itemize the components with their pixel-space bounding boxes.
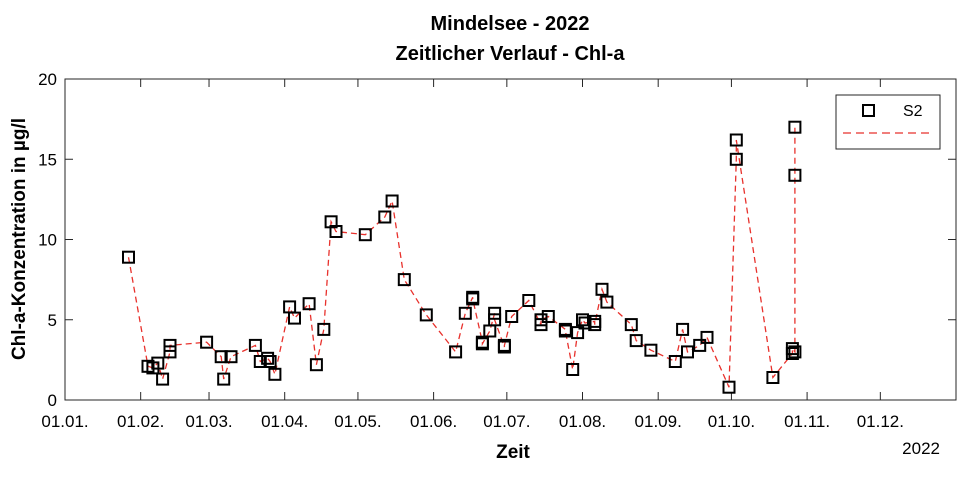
- legend-box: [835, 94, 941, 150]
- data-point: [578, 316, 592, 330]
- legend: S2: [835, 94, 941, 150]
- data-point: [497, 338, 511, 352]
- x-tick-label: 01.08.: [559, 412, 606, 431]
- data-point: [156, 372, 170, 386]
- data-point: [268, 367, 282, 381]
- data-point: [309, 358, 323, 372]
- data-point: [261, 351, 275, 365]
- data-point: [629, 334, 643, 348]
- data-point: [200, 335, 214, 349]
- x-tick-label: 01.05.: [334, 412, 381, 431]
- chart-title: Mindelsee - 2022: [431, 13, 590, 35]
- data-point: [378, 210, 392, 224]
- data-point: [217, 372, 231, 386]
- y-tick-label: 0: [48, 391, 57, 410]
- data-point: [785, 342, 799, 356]
- data-point: [122, 250, 135, 264]
- data-point: [729, 133, 743, 147]
- data-point: [595, 282, 609, 296]
- data-point: [600, 295, 614, 309]
- y-tick-label: 15: [38, 150, 57, 169]
- x-tick-label: 01.07.: [483, 412, 530, 431]
- legend-marker-s2: [862, 104, 875, 117]
- data-point: [302, 297, 316, 311]
- data-point: [788, 120, 802, 134]
- data-point: [644, 343, 658, 357]
- x-tick-label: 01.09.: [635, 412, 682, 431]
- series-layer: [122, 120, 802, 394]
- data-point: [419, 308, 433, 322]
- data-point: [248, 338, 262, 352]
- data-point: [576, 313, 589, 327]
- data-point: [253, 355, 267, 368]
- data-point: [522, 294, 536, 307]
- data-point: [676, 322, 690, 336]
- y-axis-label: Chl-a-Konzentration in µg/l: [9, 118, 30, 360]
- y-tick-label: 20: [38, 70, 57, 89]
- y-axis-ticks: 0 5 10 15 20: [38, 70, 956, 410]
- x-axis-ticks: 01.01. 01.02. 01.03. 01.04. 01.05. 01.06. 01.0…: [41, 79, 904, 431]
- data-point: [788, 345, 802, 359]
- data-point: [624, 318, 638, 332]
- data-point: [358, 228, 372, 242]
- x-tick-label: 01.10.: [708, 412, 755, 431]
- x-tick-label: 01.04.: [261, 412, 308, 431]
- x-axis-label: Zeit: [496, 442, 530, 463]
- data-point: [722, 380, 736, 394]
- data-point: [214, 350, 228, 364]
- data-point: [534, 313, 548, 327]
- x-tick-label: 01.12.: [857, 412, 904, 431]
- data-point: [224, 350, 238, 364]
- data-point: [541, 310, 555, 323]
- data-point: [571, 326, 585, 340]
- data-point: [558, 324, 572, 338]
- x-tick-label: 01.06.: [410, 412, 457, 431]
- data-point: [449, 345, 463, 359]
- data-point: [729, 152, 743, 166]
- data-point: [788, 168, 802, 182]
- chart-subtitle: Zeitlicher Verlauf - Chl-a: [396, 43, 626, 65]
- data-point: [588, 318, 602, 332]
- data-point: [151, 356, 165, 370]
- data-point: [475, 337, 489, 351]
- data-point: [458, 306, 472, 320]
- y-tick-label: 5: [48, 311, 57, 330]
- data-point: [288, 311, 301, 325]
- data-point: [263, 355, 277, 368]
- x-tick-label: 01.01.: [41, 412, 88, 431]
- year-label: 2022: [902, 439, 940, 458]
- data-point: [766, 371, 780, 384]
- data-point: [505, 310, 519, 323]
- data-point: [700, 330, 714, 344]
- data-point: [668, 355, 682, 368]
- data-point: [317, 322, 331, 336]
- data-point: [466, 292, 480, 306]
- data-point: [163, 338, 177, 352]
- data-point: [385, 194, 399, 208]
- data-point: [329, 225, 343, 238]
- data-point: [681, 345, 694, 359]
- data-point: [566, 363, 580, 376]
- data-point: [397, 273, 411, 287]
- y-tick-label: 10: [38, 231, 57, 250]
- x-tick-label: 01.02.: [117, 412, 164, 431]
- data-point: [488, 313, 502, 327]
- x-tick-label: 01.11.: [784, 412, 830, 431]
- data-point: [693, 338, 707, 352]
- legend-label-s2: S2: [903, 103, 923, 120]
- x-tick-label: 01.03.: [185, 412, 232, 431]
